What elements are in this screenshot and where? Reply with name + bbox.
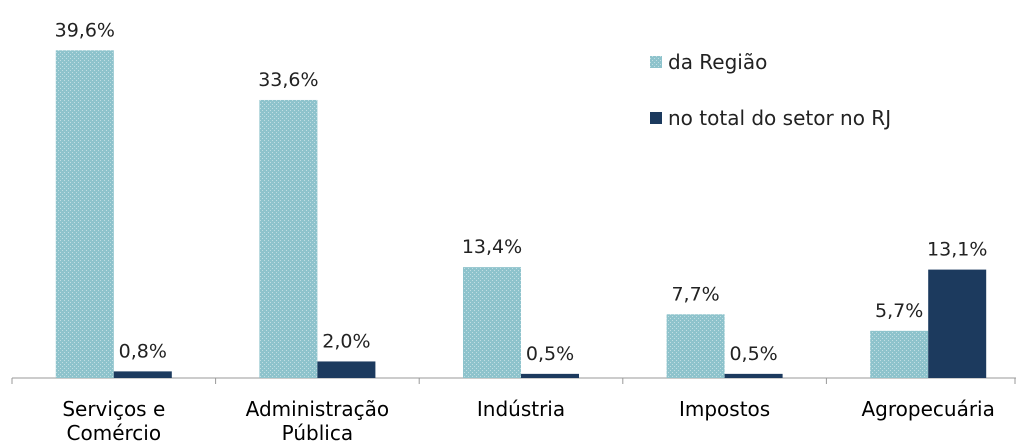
- bar: [870, 330, 929, 378]
- bar: [259, 99, 318, 379]
- bar: [666, 314, 725, 378]
- legend-swatch: [650, 112, 662, 124]
- bar: [317, 361, 376, 378]
- bar: [928, 269, 987, 378]
- value-label: 0,8%: [119, 340, 167, 362]
- legend-label: no total do setor no RJ: [668, 106, 891, 130]
- value-label: 13,1%: [927, 239, 987, 261]
- x-tick-label: Agropecuária: [861, 397, 995, 421]
- value-label: 5,7%: [875, 300, 923, 322]
- value-label: 7,7%: [671, 283, 719, 305]
- legend-swatch: [650, 56, 662, 68]
- x-tick-label: Serviços e Comércio: [62, 397, 166, 445]
- x-tick-label: Impostos: [678, 397, 771, 421]
- value-label: 33,6%: [258, 69, 318, 91]
- legend-label: da Região: [668, 50, 767, 74]
- value-label: 0,5%: [526, 343, 574, 365]
- value-label: 39,6%: [55, 19, 115, 41]
- bar: [724, 373, 783, 378]
- bar: [521, 373, 579, 378]
- value-label: 13,4%: [462, 236, 522, 258]
- bar: [55, 50, 114, 379]
- value-label: 2,0%: [322, 330, 370, 352]
- bar: [463, 267, 521, 378]
- value-label: 0,5%: [729, 343, 777, 365]
- x-tick-label: Indústria: [476, 397, 566, 421]
- bar: [113, 371, 172, 378]
- x-tick-label: Administração Pública: [245, 397, 390, 445]
